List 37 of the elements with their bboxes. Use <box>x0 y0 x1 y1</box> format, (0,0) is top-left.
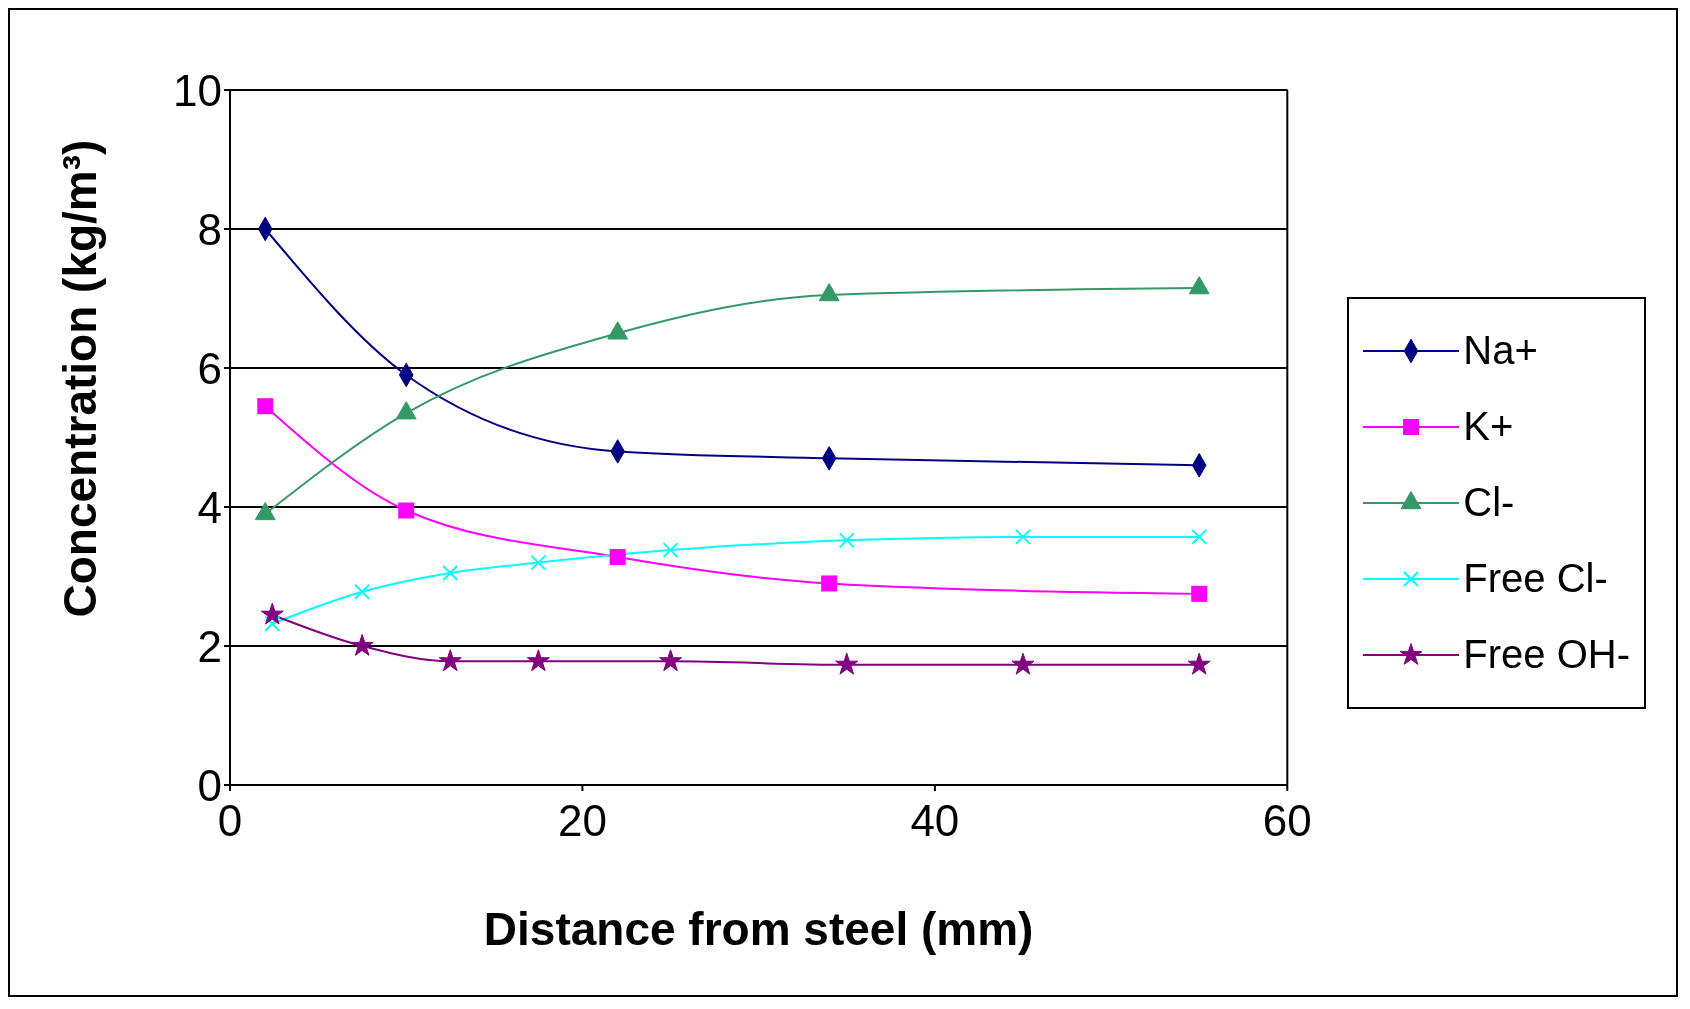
point <box>398 502 415 519</box>
point <box>257 398 274 415</box>
point <box>260 602 284 625</box>
point <box>526 649 550 672</box>
point <box>1191 585 1208 602</box>
point <box>1191 528 1208 545</box>
x-tick-label: 20 <box>557 796 607 846</box>
point <box>659 649 683 672</box>
y-tick-label: 8 <box>197 204 222 254</box>
x-tick-label: 40 <box>910 796 960 846</box>
point <box>354 583 371 600</box>
y-tick-label: 0 <box>197 760 222 810</box>
legend-label: Free OH- <box>1463 632 1630 677</box>
y-tick-label: 2 <box>197 621 222 671</box>
point <box>442 565 459 582</box>
point <box>530 554 547 571</box>
y-tick-label: 4 <box>197 482 222 532</box>
legend-label: Na+ <box>1463 328 1538 373</box>
x-axis-title: Distance from steel (mm) <box>483 903 1034 955</box>
point <box>838 532 855 549</box>
legend-label: Cl- <box>1463 480 1515 525</box>
point <box>438 649 462 672</box>
point <box>1187 652 1211 675</box>
y-tick-label: 10 <box>173 65 222 115</box>
point <box>821 575 838 592</box>
point <box>1014 528 1031 545</box>
point <box>350 633 374 656</box>
x-tick-label: 60 <box>1262 796 1312 846</box>
point <box>662 542 679 559</box>
y-tick-label: 6 <box>197 343 222 393</box>
point <box>264 615 281 632</box>
legend-label: Free Cl- <box>1463 556 1608 601</box>
point <box>609 549 626 566</box>
legend-label: K+ <box>1463 404 1514 449</box>
point <box>835 652 859 675</box>
point <box>1011 652 1035 675</box>
y-axis-title: Concentration (kg/m³) <box>54 139 107 618</box>
